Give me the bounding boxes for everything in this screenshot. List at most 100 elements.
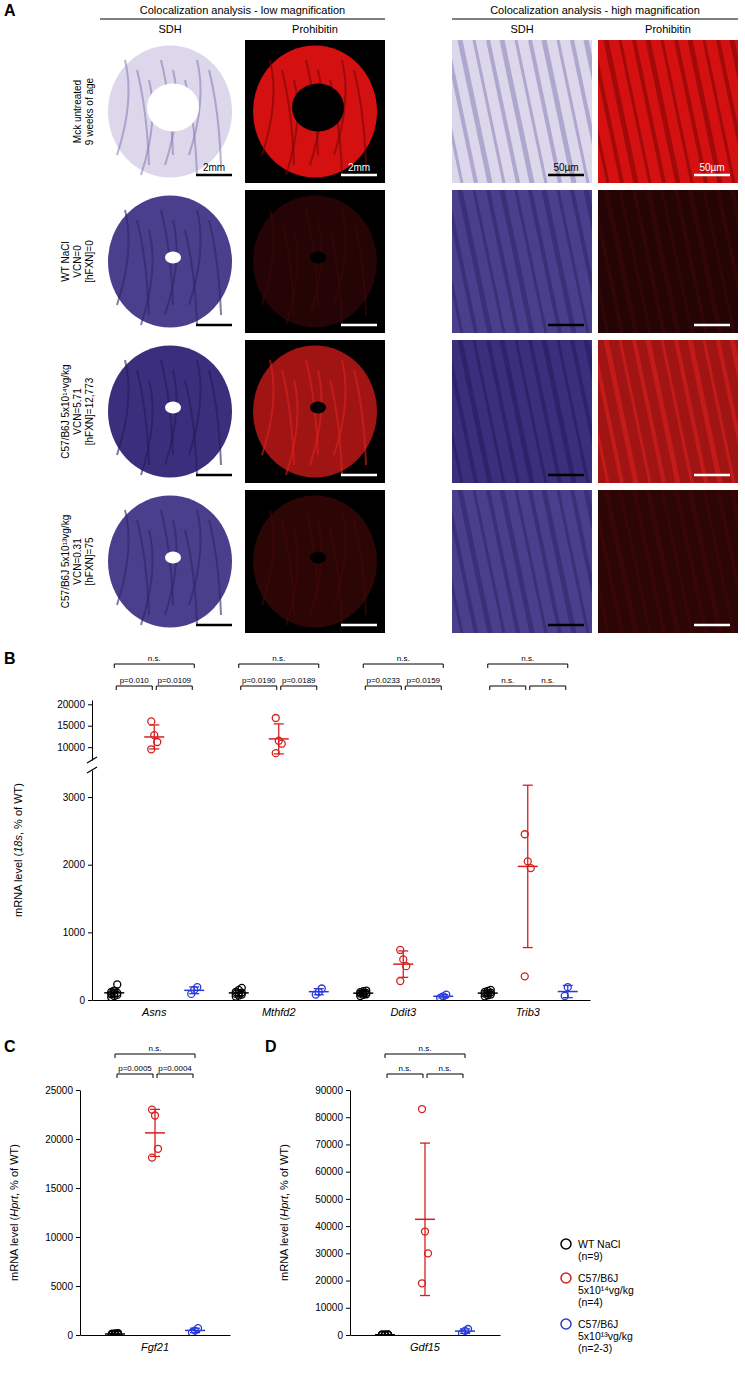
x-tick-label: Fgf21: [141, 1341, 169, 1353]
plot-area: [375, 1106, 475, 1335]
tissue-texture: [354, 70, 366, 165]
tissue-texture: [662, 40, 692, 183]
legend-label-line: 5x10¹³vg/kg: [578, 1330, 633, 1342]
y-tick-label: 10000: [315, 1302, 343, 1313]
y-tick: 1000: [63, 927, 92, 938]
tissue-texture: [732, 340, 738, 483]
tissue-texture: [488, 40, 518, 183]
significance-label: p=0.0190: [242, 676, 276, 685]
axis-line: [93, 1000, 591, 1001]
tissue-texture: [648, 340, 678, 483]
significance-bracket: [363, 664, 443, 668]
significance-bracket: [427, 1074, 463, 1078]
y-tick-mark: [88, 1000, 92, 1001]
row-label: VCN=0.31: [72, 538, 83, 585]
figure: AColocalization analysis - low magnifica…: [0, 0, 745, 1387]
data-point: [419, 1106, 426, 1113]
error-bar: [567, 985, 568, 997]
tissue-texture: [732, 40, 738, 183]
error-cap: [460, 1328, 470, 1329]
y-tick-label: 20000: [57, 699, 85, 710]
y-tick-mark: [346, 1335, 350, 1336]
panel-label: B: [4, 650, 16, 667]
error-cap: [189, 993, 199, 994]
y-tick-mark: [346, 1117, 350, 1118]
error-cap: [190, 1328, 200, 1329]
tissue-texture: [488, 190, 518, 333]
tissue-texture: [141, 530, 153, 625]
tissue-texture: [286, 230, 298, 325]
significance-label: n.s.: [399, 1064, 412, 1073]
tissue-texture: [330, 380, 342, 475]
significance-bracket: [157, 1074, 193, 1078]
tissue-texture: [117, 210, 129, 305]
y-tick-mark: [76, 1090, 80, 1091]
error-cap: [109, 988, 119, 989]
y-tick-label: 25000: [45, 1085, 73, 1096]
row-label: VCN=0: [72, 245, 83, 278]
tissue-texture: [262, 210, 274, 305]
y-tick-label: 3000: [63, 792, 86, 803]
tissue-section: [253, 46, 377, 178]
panel-a: AColocalization analysis - low magnifica…: [4, 2, 745, 633]
error-cap: [314, 994, 324, 995]
tissue-texture: [586, 190, 592, 333]
micrograph: [245, 340, 385, 483]
y-tick: 15000: [57, 720, 92, 731]
panel-label: C: [4, 1038, 16, 1055]
error-bar: [464, 1329, 465, 1333]
micrograph-background: [245, 190, 385, 333]
y-tick-mark: [346, 1281, 350, 1282]
scale-bar: [548, 324, 584, 327]
error-cap: [110, 1334, 120, 1335]
significance-label: p=0.010: [120, 676, 150, 685]
error-cap: [438, 997, 448, 998]
row-label: WT NaCl: [60, 241, 71, 281]
y-tick-mark: [88, 747, 92, 748]
micrograph: [598, 40, 738, 183]
legend-label-line: (n=2-3): [578, 1342, 612, 1354]
y-tick-label: 20000: [45, 1134, 73, 1145]
error-cap: [483, 990, 493, 991]
column-header: SDH: [158, 23, 181, 35]
significance-label: n.s.: [521, 654, 534, 663]
legend-label-line: 5x10¹⁴vg/kg: [578, 1284, 634, 1296]
x-axis: Fgf21: [81, 1335, 231, 1353]
y-tick-mark: [76, 1188, 80, 1189]
tissue-texture: [502, 340, 532, 483]
micrograph: [598, 340, 738, 483]
tissue-texture: [502, 190, 532, 333]
y-axis-title-part: mRNA level (: [278, 1216, 290, 1281]
error-bar: [238, 990, 239, 995]
error-cap: [190, 1332, 200, 1333]
tissue-texture: [648, 490, 678, 633]
y-tick-mark: [346, 1090, 350, 1091]
tissue-texture: [606, 190, 636, 333]
significance-bracket: [387, 1074, 423, 1078]
x-tick-label: Mthfd2: [262, 1006, 296, 1018]
error-cap: [358, 991, 368, 992]
tissue-texture: [586, 490, 592, 633]
axis-break: [87, 757, 97, 763]
row-label: C57/B6J 5x10¹³vg/kg: [60, 515, 71, 608]
plot-area: [104, 770, 578, 1000]
significance-label: p=0.0109: [157, 676, 191, 685]
tissue-texture: [286, 80, 298, 175]
mean-line: [433, 996, 453, 998]
legend-label: C57/B6J5x10¹³vg/kg(n=2-3): [578, 1318, 633, 1354]
y-tick: 20000: [57, 699, 92, 710]
mean-line: [375, 1334, 395, 1335]
tissue-texture: [165, 520, 177, 615]
error-cap: [523, 947, 533, 948]
tissue-texture: [262, 360, 274, 455]
scale-bar: [341, 174, 377, 177]
y-tick-mark: [88, 726, 92, 727]
scale-bar-label: 50µm: [699, 162, 724, 173]
y-tick-label: 90000: [315, 1085, 343, 1096]
y-tick: 30000: [315, 1248, 350, 1259]
micrograph: [452, 190, 592, 333]
tissue-texture: [544, 490, 574, 633]
significance-label: n.s.: [541, 676, 554, 685]
column-group-header: Colocalization analysis - low magnificat…: [140, 4, 345, 16]
significance-bracket: [488, 664, 568, 668]
